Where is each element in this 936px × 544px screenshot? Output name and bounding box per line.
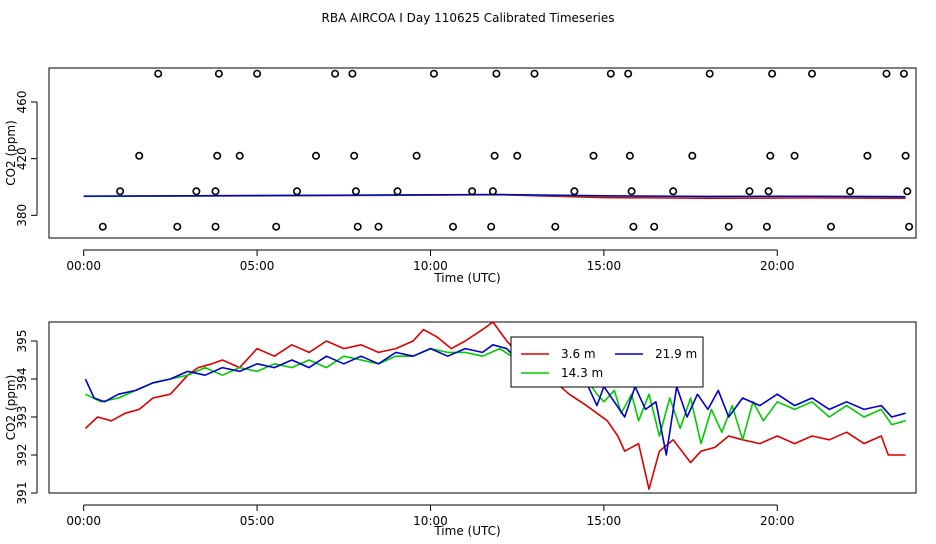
data-point bbox=[513, 151, 522, 160]
data-point bbox=[272, 222, 281, 231]
x-tick-label: 15:00 bbox=[587, 514, 622, 528]
data-point bbox=[764, 187, 773, 196]
legend-label: 3.6 m bbox=[561, 347, 596, 361]
data-point bbox=[846, 187, 855, 196]
data-point bbox=[492, 69, 501, 78]
data-point bbox=[882, 69, 891, 78]
x-tick-label: 00:00 bbox=[66, 259, 101, 273]
data-point bbox=[98, 222, 107, 231]
data-point bbox=[235, 151, 244, 160]
data-point bbox=[863, 151, 872, 160]
data-point bbox=[311, 151, 320, 160]
y-axis-label: CO2 (ppm) bbox=[4, 375, 18, 441]
data-point bbox=[790, 151, 799, 160]
data-point bbox=[570, 187, 579, 196]
y-tick-label: 391 bbox=[15, 482, 29, 505]
data-point bbox=[688, 151, 697, 160]
data-point bbox=[154, 69, 163, 78]
data-point bbox=[351, 187, 360, 196]
data-point bbox=[350, 151, 359, 160]
y-tick-label: 460 bbox=[15, 91, 29, 114]
x-tick-label: 20:00 bbox=[760, 514, 795, 528]
data-point bbox=[116, 187, 125, 196]
data-point bbox=[292, 187, 301, 196]
legend-label: 21.9 m bbox=[655, 347, 697, 361]
data-point bbox=[624, 69, 633, 78]
data-point bbox=[331, 69, 340, 78]
data-point bbox=[490, 151, 499, 160]
data-point bbox=[826, 222, 835, 231]
data-point bbox=[253, 69, 262, 78]
y-axis-label: CO2 (ppm) bbox=[4, 120, 18, 186]
x-tick-label: 05:00 bbox=[240, 259, 275, 273]
data-point bbox=[629, 222, 638, 231]
data-point bbox=[650, 222, 659, 231]
data-point bbox=[135, 151, 144, 160]
data-point bbox=[669, 187, 678, 196]
data-point bbox=[530, 69, 539, 78]
x-axis-label: Time (UTC) bbox=[433, 271, 500, 285]
data-point bbox=[606, 69, 615, 78]
y-tick-label: 394 bbox=[15, 368, 29, 391]
data-point bbox=[353, 222, 362, 231]
plot-frame bbox=[48, 67, 917, 239]
x-tick-label: 00:00 bbox=[66, 514, 101, 528]
x-tick-label: 05:00 bbox=[240, 514, 275, 528]
data-point bbox=[551, 222, 560, 231]
data-point bbox=[211, 222, 220, 231]
plot-frame bbox=[48, 321, 917, 494]
data-point bbox=[705, 69, 714, 78]
data-point bbox=[412, 151, 421, 160]
data-point bbox=[724, 222, 733, 231]
data-point bbox=[905, 222, 914, 231]
data-point bbox=[589, 151, 598, 160]
series-line bbox=[85, 347, 906, 445]
data-point bbox=[899, 69, 908, 78]
data-point bbox=[901, 151, 910, 160]
x-tick-label: 10:00 bbox=[413, 514, 448, 528]
data-point bbox=[807, 69, 816, 78]
data-point bbox=[468, 187, 477, 196]
x-tick-label: 20:00 bbox=[760, 259, 795, 273]
data-point bbox=[448, 222, 457, 231]
x-tick-label: 15:00 bbox=[587, 259, 622, 273]
legend-label: 14.3 m bbox=[561, 366, 603, 380]
y-tick-label: 393 bbox=[15, 406, 29, 429]
y-tick-label: 395 bbox=[15, 330, 29, 353]
data-point bbox=[768, 69, 777, 78]
data-point bbox=[173, 222, 182, 231]
data-point bbox=[625, 151, 634, 160]
x-tick-label: 10:00 bbox=[413, 259, 448, 273]
data-point bbox=[488, 187, 497, 196]
x-axis-label: Time (UTC) bbox=[433, 524, 500, 538]
data-point bbox=[762, 222, 771, 231]
data-point bbox=[903, 187, 912, 196]
bottom-panel: 00:00 05:00 10:00 15:00 20:00 Time (UTC) 391 39… bbox=[4, 321, 917, 538]
data-point bbox=[348, 69, 357, 78]
data-point bbox=[393, 187, 402, 196]
chart-title: RBA AIRCOA I Day 110625 Calibrated Times… bbox=[322, 11, 615, 25]
top-panel: 00:00 05:00 10:00 15:00 20:00 Time (UTC) 380 42… bbox=[4, 67, 917, 285]
data-point bbox=[211, 187, 220, 196]
legend-box bbox=[510, 336, 704, 388]
data-point bbox=[192, 187, 201, 196]
data-point bbox=[214, 69, 223, 78]
y-tick-label: 380 bbox=[15, 204, 29, 227]
data-point bbox=[374, 222, 383, 231]
data-point bbox=[745, 187, 754, 196]
y-tick-label: 420 bbox=[15, 147, 29, 170]
y-tick-label: 392 bbox=[15, 444, 29, 467]
series-line bbox=[84, 321, 906, 490]
data-point bbox=[213, 151, 222, 160]
data-point bbox=[627, 187, 636, 196]
data-point bbox=[487, 222, 496, 231]
baseline-series-line bbox=[83, 193, 906, 198]
data-point bbox=[429, 69, 438, 78]
data-point bbox=[766, 151, 775, 160]
